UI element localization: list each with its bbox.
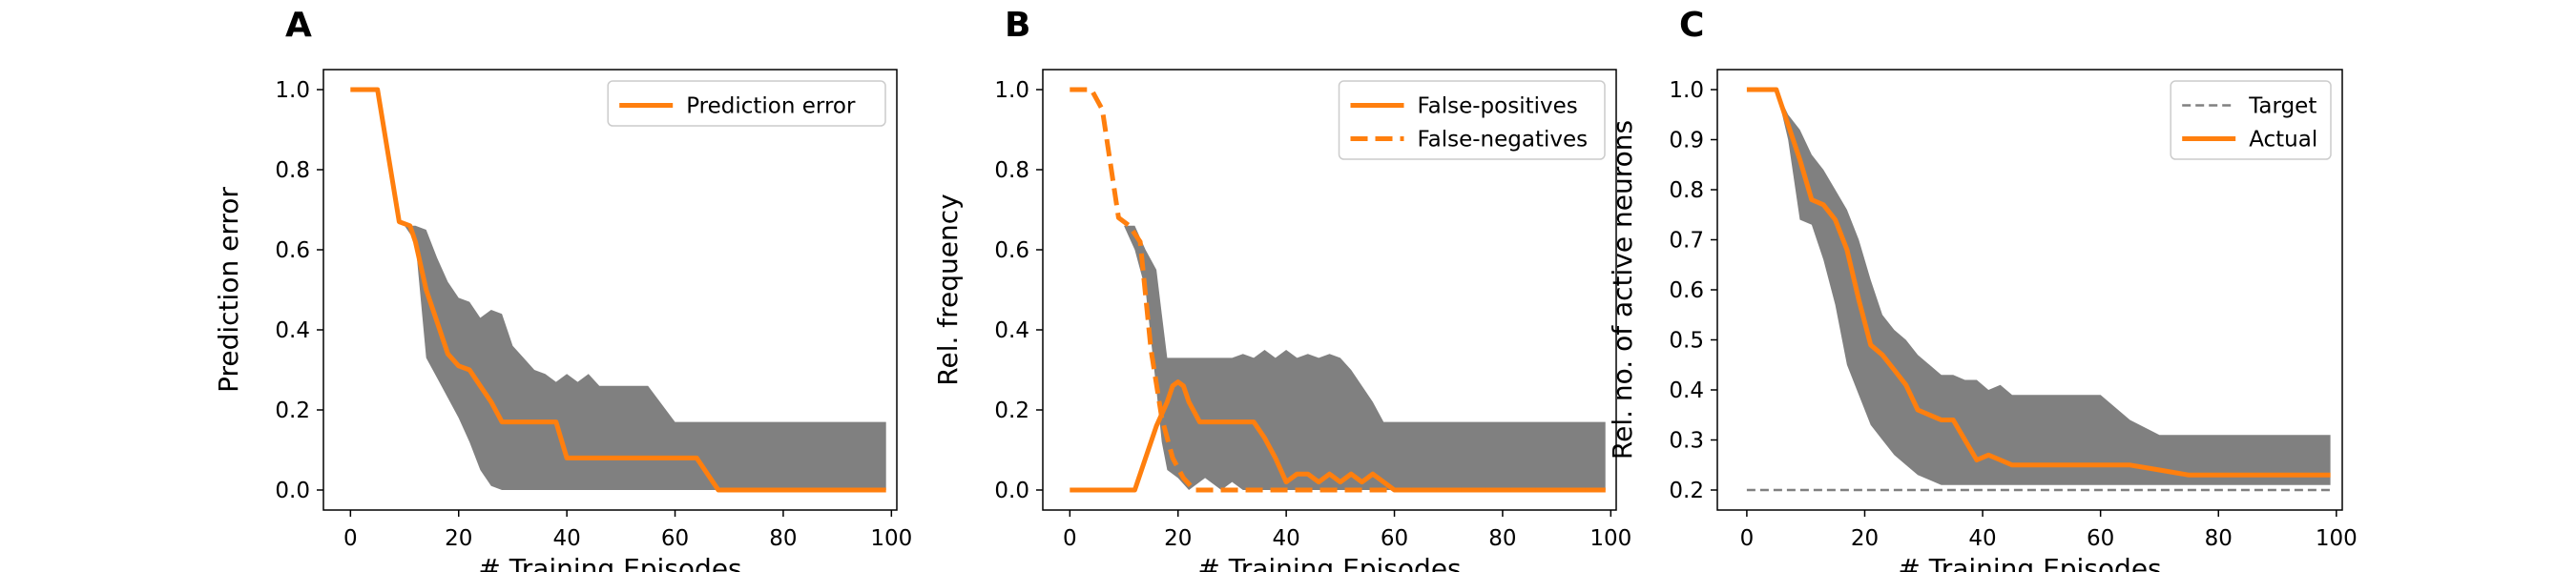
y-tick-label: 0.8 [994, 158, 1029, 183]
legend-box [607, 80, 886, 127]
y-tick-label: 0.0 [275, 479, 310, 503]
panel-c: C 0 20 40 60 80 100 0.2 0.3 0.4 0.5 0.6 0.7 0.8 0.9 1.0… [1607, 6, 2358, 572]
y-tick-label: 0.3 [1669, 429, 1704, 454]
panel-a: A 0 20 40 60 80 100 0.0 0.2 0.4 0.6 0.8 1.0 # Trainin… [213, 6, 912, 572]
y-tick-label: 0.2 [994, 398, 1029, 423]
series-line-false-positives [1070, 379, 1606, 493]
x-tick-label: 60 [2087, 526, 2114, 551]
panel-label: C [1679, 6, 1704, 45]
panel-b: B 0 20 40 60 80 100 0.0 0.2 0.4 0.6 0.8 1.0 # Trainin… [932, 6, 1631, 572]
x-tick-label: 20 [1851, 526, 1879, 551]
y-tick-label: 1.0 [994, 78, 1029, 103]
variability-band [1776, 90, 2331, 485]
y-tick-label: 0.6 [994, 238, 1029, 263]
x-tick-label: 100 [2316, 526, 2358, 551]
y-tick-label: 1.0 [275, 78, 310, 103]
x-tick-label: 100 [1589, 526, 1631, 551]
y-tick-label: 0.4 [1669, 378, 1704, 403]
y-tick-label: 0.9 [1669, 129, 1704, 153]
x-tick-label: 100 [870, 526, 912, 551]
legend-label: False-negatives [1418, 128, 1589, 153]
y-tick-label: 0.7 [1669, 229, 1704, 254]
y-tick-label: 0.2 [1669, 479, 1704, 503]
x-tick-label: 40 [553, 526, 581, 551]
series-line-false-negatives [1070, 87, 1606, 493]
x-tick-label: 80 [2205, 526, 2233, 551]
y-tick-label: 0.4 [994, 318, 1029, 343]
x-tick-label: 0 [343, 526, 358, 551]
y-tick-label: 0.0 [994, 479, 1029, 503]
y-axis-label: Prediction error [213, 187, 244, 393]
y-tick-label: 0.8 [1669, 178, 1704, 203]
panel-label: A [285, 6, 312, 45]
x-tick-label: 20 [445, 526, 472, 551]
x-tick-label: 0 [1063, 526, 1077, 551]
legend-label: Actual [2249, 128, 2317, 153]
legend-label: Target [2248, 94, 2316, 119]
variability-band [405, 225, 886, 491]
y-axis-label: Rel. no. of active neurons [1607, 120, 1638, 460]
axes-frame [1042, 69, 1617, 511]
x-tick-label: 60 [661, 526, 689, 551]
y-tick-label: 0.4 [275, 318, 310, 343]
x-tick-label: 80 [769, 526, 797, 551]
x-tick-label: 40 [1273, 526, 1300, 551]
legend-box [1338, 80, 1606, 160]
x-tick-label: 80 [1488, 526, 1516, 551]
y-tick-label: 0.6 [1669, 278, 1704, 303]
y-tick-label: 1.0 [1669, 78, 1704, 103]
x-tick-label: 60 [1381, 526, 1408, 551]
x-tick-label: 20 [1164, 526, 1192, 551]
legend: False-positives False-negatives [1338, 80, 1606, 160]
y-tick-label: 0.6 [275, 238, 310, 263]
legend-label: Prediction error [686, 94, 856, 119]
variability-band [1124, 225, 1606, 491]
x-tick-label: 0 [1740, 526, 1755, 551]
series-line-actual [1746, 87, 2331, 478]
x-axis-label: # Training Episodes [478, 553, 741, 572]
y-tick-label: 0.2 [275, 398, 310, 423]
y-axis-label: Rel. frequency [932, 194, 964, 385]
legend: Target Actual [2170, 80, 2332, 160]
x-axis-label: # Training Episodes [1197, 553, 1461, 572]
y-tick-label: 0.8 [275, 158, 310, 183]
x-axis-label: # Training Episodes [1898, 553, 2161, 572]
legend: Prediction error [607, 80, 886, 127]
axes-frame [322, 69, 898, 511]
panel-label: B [1005, 6, 1030, 45]
legend-label: False-positives [1418, 94, 1578, 119]
x-tick-label: 40 [1968, 526, 1996, 551]
series-line-prediction-error [350, 87, 886, 493]
y-tick-label: 0.5 [1669, 329, 1704, 354]
